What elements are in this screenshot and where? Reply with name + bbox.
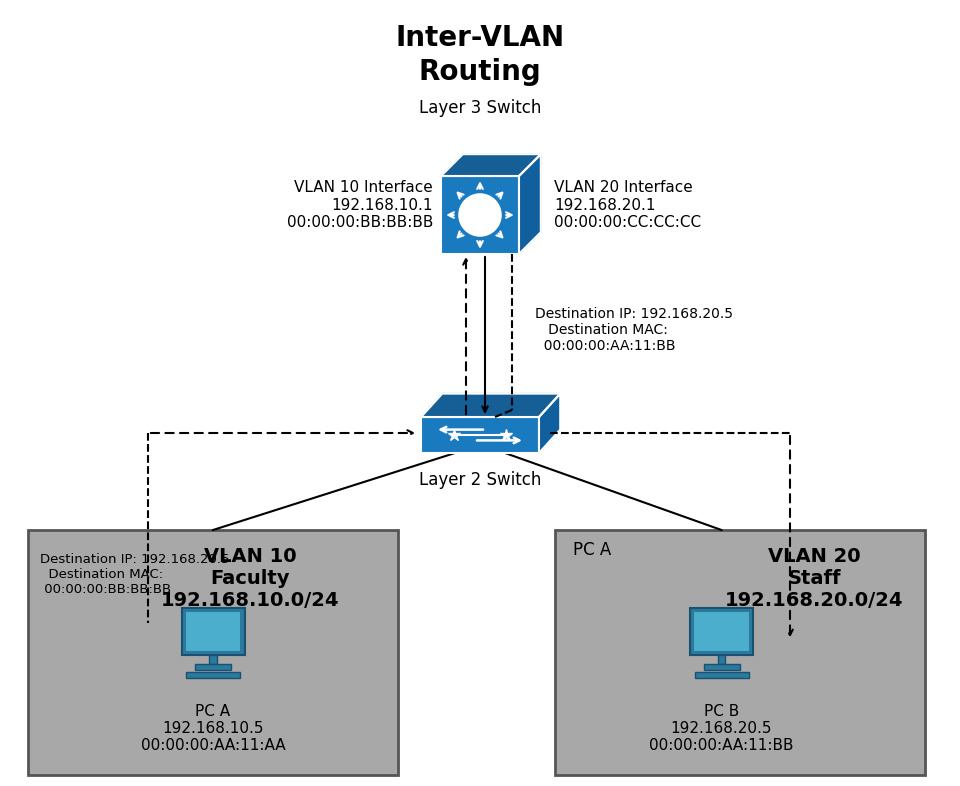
Bar bbox=[209, 655, 217, 664]
Bar bbox=[555, 530, 925, 775]
Text: PC A
192.168.10.5
00:00:00:AA:11:AA: PC A 192.168.10.5 00:00:00:AA:11:AA bbox=[141, 703, 285, 753]
Bar bbox=[441, 176, 519, 254]
Bar bbox=[694, 612, 749, 651]
Text: PC B
192.168.20.5
00:00:00:AA:11:BB: PC B 192.168.20.5 00:00:00:AA:11:BB bbox=[649, 703, 794, 753]
Text: PC A: PC A bbox=[573, 541, 612, 559]
Bar bbox=[28, 530, 398, 775]
Bar bbox=[185, 612, 240, 651]
Polygon shape bbox=[539, 394, 561, 453]
Polygon shape bbox=[519, 154, 540, 254]
Bar bbox=[694, 672, 749, 678]
Text: Inter-VLAN
Routing: Inter-VLAN Routing bbox=[396, 24, 564, 86]
Text: VLAN 20
Staff
192.168.20.0/24: VLAN 20 Staff 192.168.20.0/24 bbox=[725, 548, 903, 611]
Circle shape bbox=[459, 194, 501, 236]
Text: VLAN 10
Faculty
192.168.10.0/24: VLAN 10 Faculty 192.168.10.0/24 bbox=[160, 548, 339, 611]
Bar bbox=[421, 417, 539, 453]
Text: Destination IP: 192.168.20.5
  Destination MAC:
 00:00:00:BB:BB:BB: Destination IP: 192.168.20.5 Destination… bbox=[40, 553, 229, 596]
Polygon shape bbox=[441, 154, 540, 176]
Text: Layer 2 Switch: Layer 2 Switch bbox=[419, 471, 541, 489]
Bar bbox=[704, 664, 739, 670]
Text: VLAN 10 Interface
192.168.10.1
00:00:00:BB:BB:BB: VLAN 10 Interface 192.168.10.1 00:00:00:… bbox=[287, 180, 433, 230]
Bar bbox=[690, 608, 753, 655]
Bar bbox=[718, 655, 726, 664]
Text: Layer 3 Switch: Layer 3 Switch bbox=[419, 99, 541, 117]
Polygon shape bbox=[421, 394, 561, 417]
Bar bbox=[195, 664, 231, 670]
Bar bbox=[186, 672, 240, 678]
Text: Destination IP: 192.168.20.5
   Destination MAC:
  00:00:00:AA:11:BB: Destination IP: 192.168.20.5 Destination… bbox=[535, 307, 733, 353]
Bar bbox=[181, 608, 245, 655]
Text: VLAN 20 Interface
192.168.20.1
00:00:00:CC:CC:CC: VLAN 20 Interface 192.168.20.1 00:00:00:… bbox=[554, 180, 701, 230]
